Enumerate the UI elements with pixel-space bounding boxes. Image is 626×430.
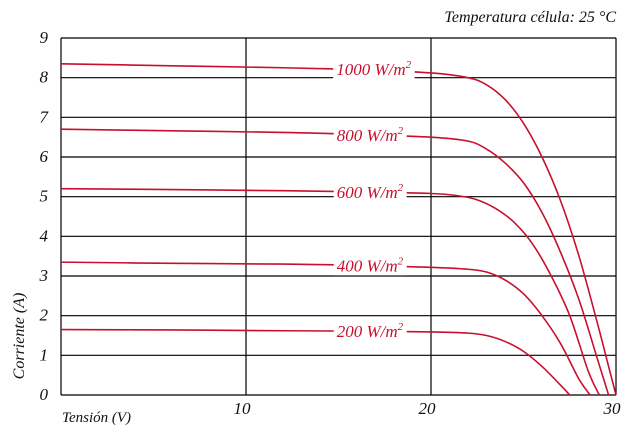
y-axis-label: Corriente (A): [11, 293, 28, 380]
grid: [60, 37, 617, 396]
series-group: [60, 62, 617, 396]
y-tick-label: 8: [40, 68, 49, 87]
series-label-background: [333, 58, 415, 79]
x-tick-label: 10: [234, 399, 252, 418]
series-label: 600 W/m2: [337, 182, 404, 202]
series-label: 1000 W/m2: [336, 59, 411, 79]
x-axis-label: Tensión (V): [62, 410, 131, 426]
x-tick-label: 30: [603, 399, 622, 418]
y-tick-label: 3: [39, 266, 49, 285]
series-label: 400 W/m2: [337, 255, 404, 275]
y-tick-label: 7: [40, 107, 50, 126]
series-line: [60, 261, 591, 396]
series-line: [60, 128, 610, 396]
series-label-background: [333, 255, 407, 276]
y-tick-label: 2: [40, 306, 49, 325]
y-tick-label: 0: [40, 385, 49, 404]
series-label: 200 W/m2: [337, 321, 404, 341]
y-tick-label: 9: [40, 28, 49, 47]
y-tick-label: 5: [40, 187, 49, 206]
chart-title: Temperatura célula: 25 °C: [444, 9, 616, 26]
series-line: [60, 328, 571, 396]
y-tick-label: 1: [40, 345, 49, 364]
series-labels: 1000 W/m2 800 W/m2 600 W/m2 400 W/m2 200 W/m…: [333, 58, 415, 342]
y-tick-label: 6: [40, 147, 49, 166]
series-label-background: [333, 321, 407, 342]
ticks: 0 1 2 3 4 5 6 7 8 9 10 20 30: [39, 28, 622, 418]
series-label-background: [333, 125, 407, 146]
series-line: [60, 62, 617, 396]
series-label-background: [333, 181, 407, 202]
x-tick-label: 20: [419, 399, 437, 418]
series-label: 800 W/m2: [337, 125, 404, 145]
y-tick-label: 4: [40, 226, 49, 245]
series-line: [60, 187, 601, 396]
